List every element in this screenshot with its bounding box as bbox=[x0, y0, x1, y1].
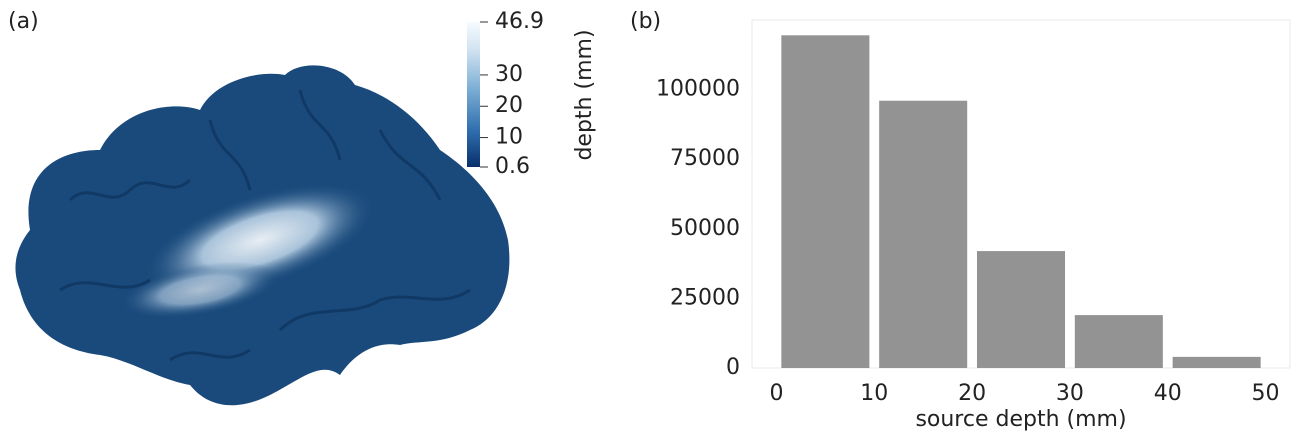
colorbar-tick-label: 30 bbox=[495, 62, 523, 87]
panel-label: (b) bbox=[630, 9, 661, 34]
colorbar-label: depth (mm) bbox=[572, 29, 597, 160]
bar bbox=[879, 100, 968, 369]
bar bbox=[1074, 315, 1163, 368]
colorbar-tick-label: 46.9 bbox=[495, 9, 544, 34]
bar bbox=[1172, 356, 1261, 368]
y-tick-label: 75000 bbox=[670, 146, 740, 171]
x-axis-label: source depth (mm) bbox=[915, 407, 1126, 432]
x-tick-label: 30 bbox=[1056, 381, 1084, 406]
x-tick-label: 40 bbox=[1154, 381, 1182, 406]
colorbar bbox=[467, 22, 480, 167]
colorbar-tick-label: 20 bbox=[495, 93, 523, 118]
colorbar-tick-label: 10 bbox=[495, 125, 523, 150]
y-tick-label: 25000 bbox=[670, 285, 740, 310]
x-tick-label: 50 bbox=[1252, 381, 1280, 406]
x-tick-label: 0 bbox=[769, 381, 783, 406]
y-tick-label: 100000 bbox=[656, 77, 740, 102]
x-tick-label: 10 bbox=[860, 381, 888, 406]
brain-render bbox=[15, 65, 510, 406]
colorbar-tick-label: 0.6 bbox=[495, 154, 530, 179]
y-tick-label: 50000 bbox=[670, 216, 740, 241]
y-tick-label: 0 bbox=[726, 355, 740, 380]
bar bbox=[976, 251, 1066, 368]
panel-label: (a) bbox=[8, 9, 39, 34]
bar bbox=[781, 35, 870, 368]
x-tick-label: 20 bbox=[958, 381, 986, 406]
